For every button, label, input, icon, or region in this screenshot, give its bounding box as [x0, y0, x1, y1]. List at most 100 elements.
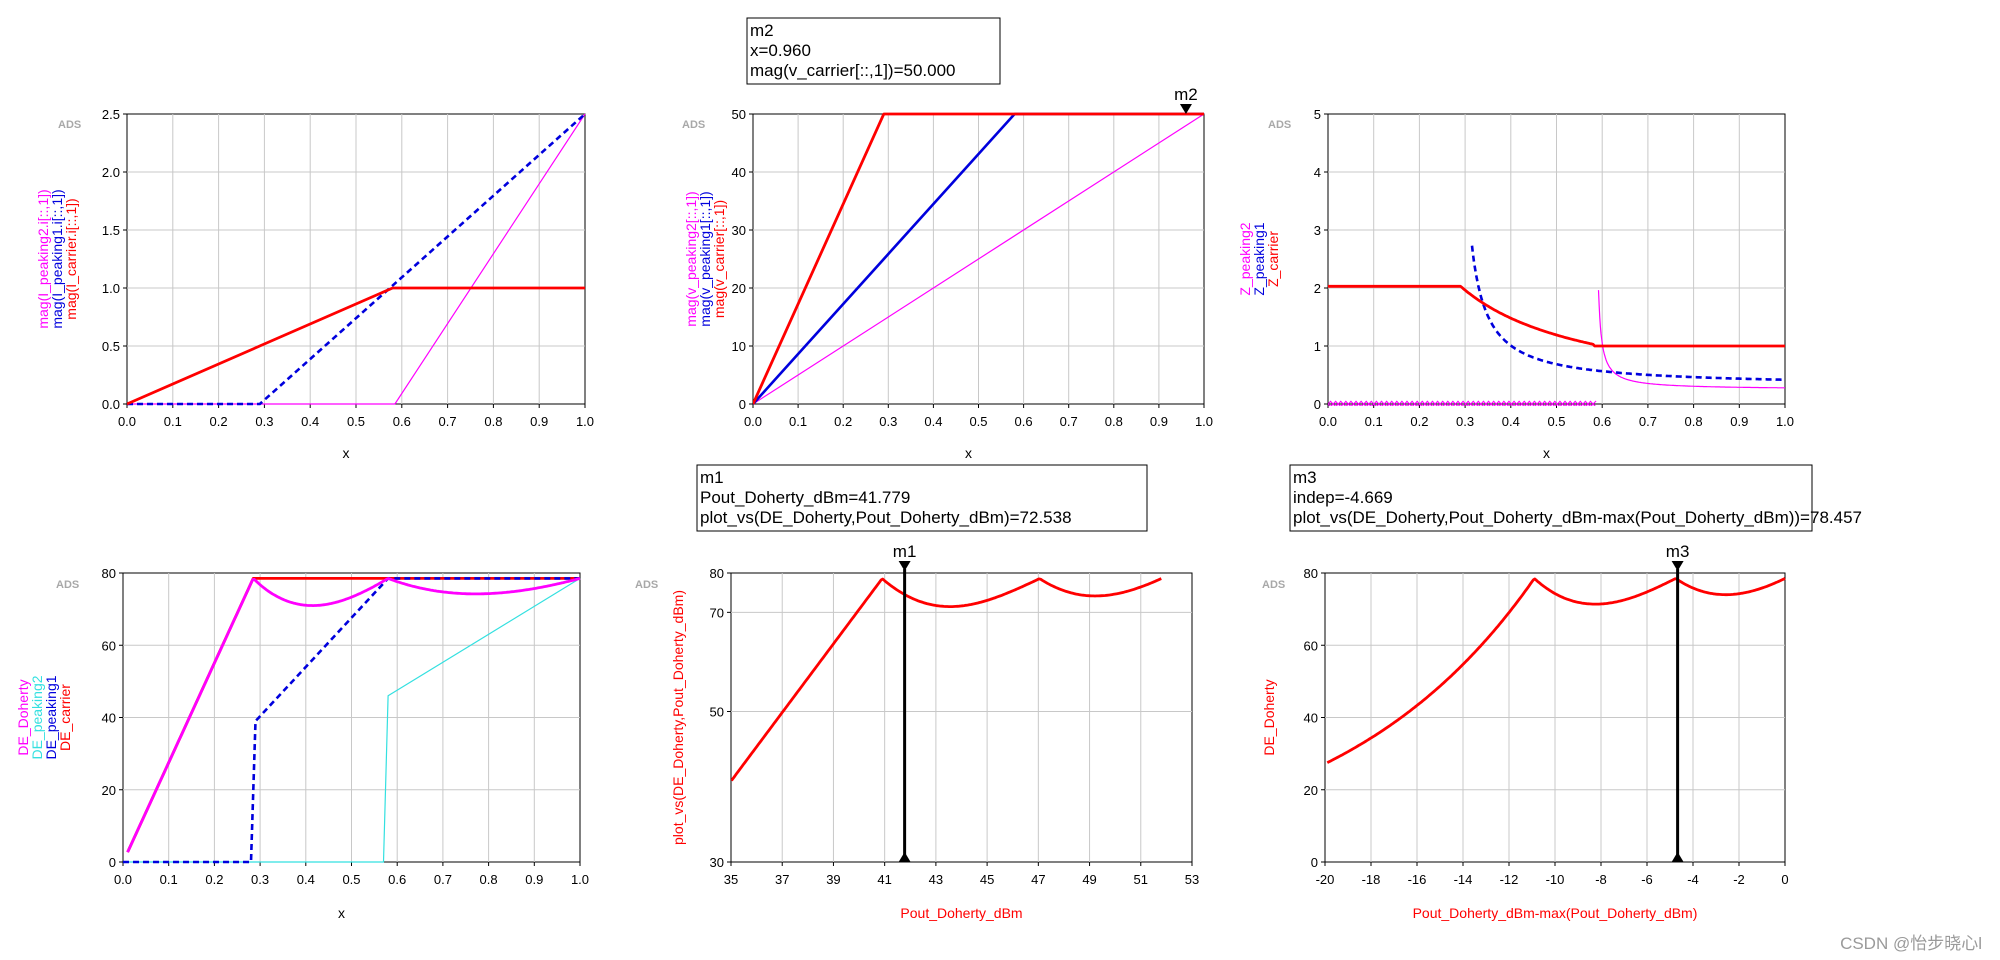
x-tick-label: -20 [1316, 872, 1335, 887]
series-point [1426, 400, 1434, 406]
y-axis-label: Z_peaking2 [1237, 222, 1253, 295]
x-tick-label: 0.5 [969, 414, 987, 429]
series-mag(I_peaking1.i[::,1]) [127, 113, 586, 406]
x-tick-label: 0.0 [114, 872, 132, 887]
y-tick-label: 0 [109, 855, 116, 870]
ads-tag: ADS [1268, 119, 1291, 131]
series-point [1401, 400, 1408, 406]
y-tick-label: 80 [710, 566, 724, 581]
x-tick-label: 0.9 [525, 872, 543, 887]
series-point [1431, 400, 1439, 406]
marker-label: m3 [1666, 542, 1690, 561]
y-axis-label: mag(I_peaking1.i[::,1]) [49, 189, 65, 328]
series-point [1350, 400, 1357, 406]
series-point [1487, 400, 1495, 406]
x-tick-label: 49 [1082, 872, 1096, 887]
chart-efficiency-vs-backoff[interactable]: -20 -18 -16 -14 -12 -10 -8 -6 -4 -2 0020406080ADSP… [1261, 464, 1862, 921]
y-tick-label: 10 [732, 339, 746, 354]
x-tick-label: 0.6 [1593, 414, 1611, 429]
x-tick-label: 1.0 [576, 414, 594, 429]
series-point [1375, 400, 1383, 406]
x-tick-label: 0.7 [1639, 414, 1657, 429]
series-point [1518, 400, 1526, 406]
series-group [731, 577, 1162, 782]
marker-readout-m3[interactable]: m3indep=-4.669plot_vs(DE_Doherty,Pout_Do… [1289, 464, 1862, 532]
chart-voltages[interactable]: 0.0 0.1 0.2 0.3 0.4 0.5 0.6 0.7 0.8 0.9 1.0 0 10 20 30… [682, 17, 1213, 461]
series-point [1385, 400, 1393, 406]
series-point [1492, 400, 1500, 406]
series-Z_peaking2_off [1328, 400, 1597, 406]
y-axis-label: plot_vs(DE_Doherty,Pout_Doherty_dBm) [670, 590, 686, 845]
y-axis-label: Z_carrier [1265, 231, 1281, 287]
series-plot_vs(DE_Doherty,Pout_Doherty_dBm) [731, 577, 1162, 782]
series-Z_peaking2 [1597, 290, 1785, 389]
series-Z_peaking1 [1470, 245, 1786, 382]
marker-readout-line: Pout_Doherty_dBm=41.779 [700, 488, 910, 507]
series-DE_peaking2 [123, 577, 581, 863]
y-tick-label: 0 [1314, 397, 1321, 412]
chart-efficiency-vs-pout[interactable]: 35 37 39 41 43 45 47 49 51 53 30 50 70 80 ADS Pout_Dohe… [635, 464, 1199, 921]
chart-currents[interactable]: 0.0 0.1 0.2 0.3 0.4 0.5 0.6 0.7 0.8 0.9 1.0 0.0 0.5 1… [35, 107, 594, 461]
y-tick-label: 60 [1304, 638, 1318, 653]
series-point [1533, 400, 1541, 406]
series-point [1416, 400, 1424, 406]
x-axis-label: Pout_Doherty_dBm-max(Pout_Doherty_dBm) [1413, 905, 1698, 921]
x-tick-label: 0.8 [484, 414, 502, 429]
marker-readout-box [746, 17, 1001, 85]
series-point [1328, 400, 1332, 406]
y-tick-label: 20 [102, 783, 116, 798]
series-point [1482, 400, 1490, 406]
y-tick-label: 2.0 [102, 165, 120, 180]
series-point [1538, 400, 1546, 406]
marker-m3[interactable]: m3 [1666, 542, 1690, 862]
series-point [1497, 400, 1505, 406]
series-point [1345, 400, 1352, 406]
x-tick-label: 0.7 [1060, 414, 1078, 429]
series-point [1528, 400, 1536, 406]
x-tick-label: 0.2 [834, 414, 852, 429]
marker-m1[interactable]: m1 [893, 542, 917, 862]
ads-tag: ADS [58, 119, 81, 131]
y-axis-label: mag(I_carrier.i[::,1]) [63, 198, 79, 319]
x-tick-label: 51 [1134, 872, 1148, 887]
marker-readout-m1[interactable]: m1Pout_Doherty_dBm=41.779plot_vs(DE_Dohe… [696, 464, 1148, 532]
x-tick-label: 43 [929, 872, 943, 887]
chart-impedances[interactable]: 0.0 0.1 0.2 0.3 0.4 0.5 0.6 0.7 0.8 0.9 1.0 0 1 2 3 4 5 A… [1237, 107, 1794, 461]
series-point [1508, 400, 1515, 406]
series-point [1574, 400, 1582, 406]
series-point [1462, 400, 1470, 406]
y-tick-label: 2.5 [102, 107, 120, 122]
series-point [1339, 400, 1347, 406]
chart-efficiency-vs-x[interactable]: 0.0 0.1 0.2 0.3 0.4 0.5 0.6 0.7 0.8 0.9 1.0 0 20 40 60… [15, 566, 589, 921]
x-tick-label: 1.0 [1195, 414, 1213, 429]
x-tick-label: 0.0 [1319, 414, 1337, 429]
x-tick-label: 0.2 [1410, 414, 1428, 429]
y-axis-label: DE_carrier [57, 684, 73, 751]
marker-top-arrow [1671, 561, 1684, 571]
series-Z_carrier [1328, 284, 1785, 348]
y-axis-label: DE_Doherty [1261, 679, 1277, 755]
x-tick-label: 0.0 [118, 414, 136, 429]
series-group [1328, 245, 1786, 406]
series-group [123, 577, 581, 864]
y-tick-label: 1 [1314, 339, 1321, 354]
series-point [1559, 400, 1566, 406]
marker-m2[interactable]: m2 [1174, 85, 1198, 114]
marker-readout-line: x=0.960 [750, 41, 811, 60]
series-mag(I_carrier.i[::,1]) [127, 286, 585, 406]
series-point [1457, 400, 1464, 406]
series-point [1355, 400, 1362, 406]
y-tick-label: 50 [710, 704, 724, 719]
x-tick-label: 0.9 [530, 414, 548, 429]
series-DE_peaking1 [123, 577, 580, 864]
x-tick-label: -4 [1687, 872, 1699, 887]
x-tick-label: 0.9 [1150, 414, 1168, 429]
marker-readout-line: mag(v_carrier[::,1])=50.000 [750, 61, 956, 80]
y-tick-label: 0.0 [102, 397, 120, 412]
series-point [1467, 400, 1475, 406]
x-tick-label: 1.0 [1776, 414, 1794, 429]
y-tick-label: 5 [1314, 107, 1321, 122]
x-tick-label: -6 [1641, 872, 1653, 887]
x-tick-label: 0.1 [1365, 414, 1383, 429]
